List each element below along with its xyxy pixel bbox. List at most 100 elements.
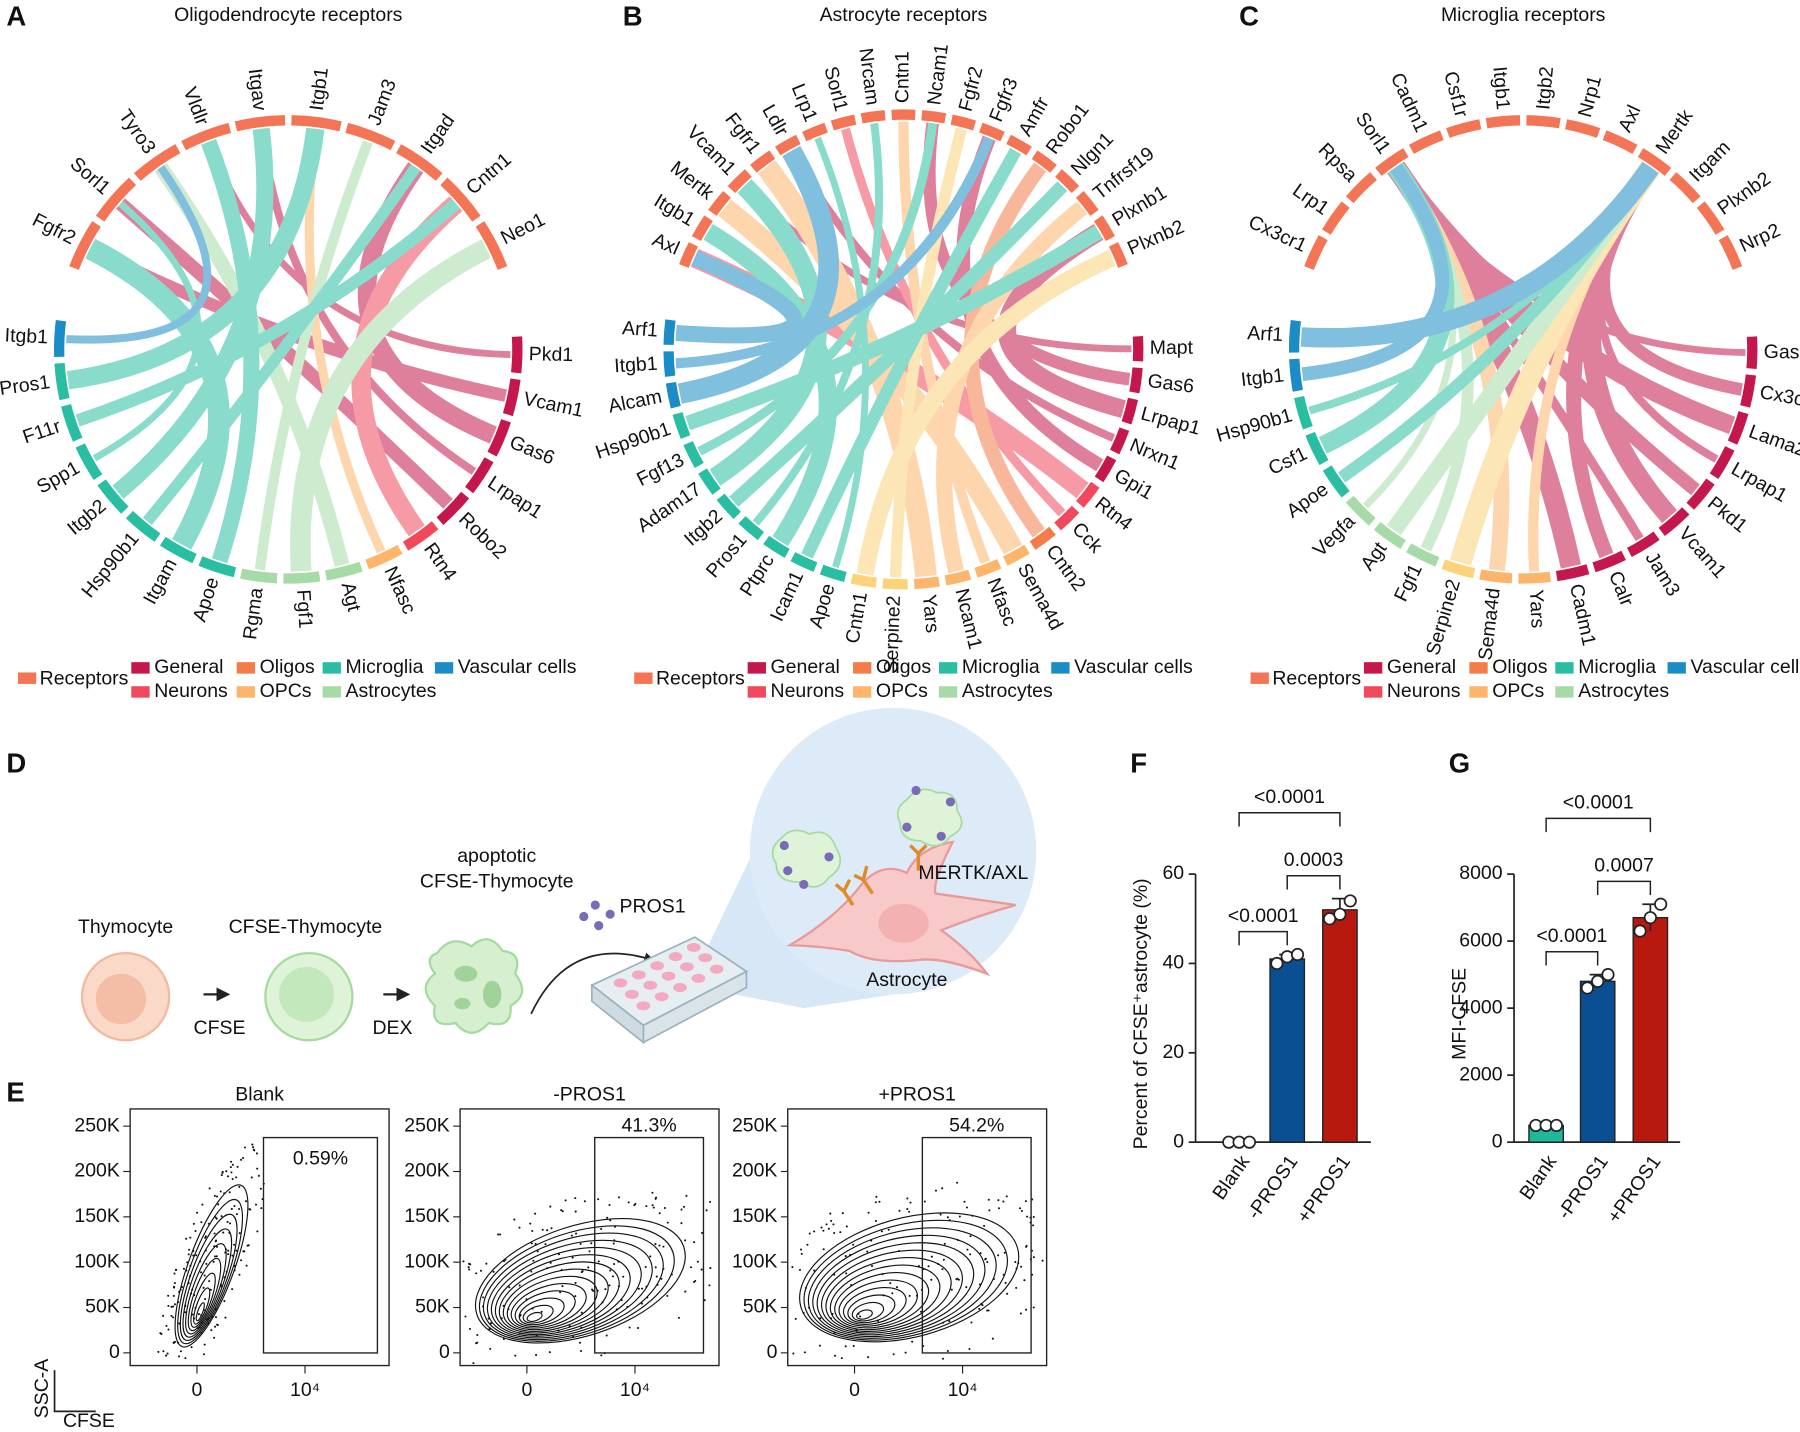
ligand-arc xyxy=(283,571,321,584)
event-dot xyxy=(162,1350,165,1353)
ligand-label: Lrpap1 xyxy=(1727,458,1791,507)
event-dot xyxy=(1023,1279,1026,1282)
contour xyxy=(812,1234,986,1338)
event-dot xyxy=(832,1223,835,1226)
legend-swatch xyxy=(434,662,454,674)
event-dot xyxy=(844,1345,847,1348)
ribbon xyxy=(142,164,421,525)
receptor-arc xyxy=(181,122,232,151)
event-dot xyxy=(604,1288,607,1291)
receptor-label: Mertk xyxy=(1651,105,1697,158)
event-dot xyxy=(571,1256,574,1259)
ligand-label: Serpine2 xyxy=(880,595,905,674)
legend-swatch xyxy=(1051,662,1070,674)
event-dot xyxy=(1025,1308,1028,1311)
legend-label: Receptors xyxy=(1272,667,1361,689)
legend-label: General xyxy=(154,656,223,678)
event-dot xyxy=(833,1354,837,1357)
event-dot xyxy=(233,1243,236,1246)
event-dot xyxy=(608,1203,611,1207)
event-dot xyxy=(965,1206,969,1209)
event-dot xyxy=(1014,1260,1017,1264)
nucleus xyxy=(95,973,147,1025)
significance-bracket xyxy=(1596,880,1652,896)
event-dot xyxy=(887,1228,890,1231)
event-dot xyxy=(222,1231,225,1234)
legend-swatch xyxy=(938,686,958,698)
ribbon xyxy=(752,122,883,526)
legend-label: Astrocytes xyxy=(962,680,1053,702)
ligand-arc xyxy=(850,573,877,588)
event-dot xyxy=(658,1244,661,1247)
event-dot xyxy=(561,1210,564,1213)
receptor-arc xyxy=(1637,148,1672,176)
receptor-arc xyxy=(802,122,828,142)
receptor-label: Amfr xyxy=(1014,93,1054,140)
event-dot xyxy=(906,1197,909,1200)
event-dot xyxy=(628,1326,631,1329)
ligand-label: Pros1 xyxy=(0,371,51,400)
event-dot xyxy=(1004,1281,1007,1284)
event-dot xyxy=(898,1209,901,1212)
p-value: <0.0001 xyxy=(1536,925,1607,947)
event-dot xyxy=(651,1191,654,1194)
event-dot xyxy=(680,1222,683,1225)
panel-letter: B xyxy=(623,1,643,32)
event-dot xyxy=(170,1314,173,1317)
receptor-label: Itgam xyxy=(1685,136,1735,186)
contour xyxy=(803,1219,1009,1341)
ligand-label: Nfasc xyxy=(379,563,420,618)
receptor-arc xyxy=(1304,235,1328,270)
event-dot xyxy=(253,1149,256,1152)
ligand-label: Cx3cl1 xyxy=(1758,381,1800,413)
event-dot xyxy=(546,1229,549,1232)
event-dot xyxy=(472,1362,475,1365)
event-dot xyxy=(157,1350,160,1353)
event-dot xyxy=(560,1209,563,1212)
data-point xyxy=(1601,968,1615,982)
contour xyxy=(825,1257,952,1332)
ligand-label: PROS1 xyxy=(620,895,686,917)
receptor-label: Itgb1 xyxy=(306,66,333,112)
y-axis-label: Percent of CFSE⁺astrocyte (%) xyxy=(1130,878,1152,1149)
event-dot xyxy=(955,1278,958,1281)
event-dot xyxy=(791,1266,794,1269)
ribbon xyxy=(709,179,827,486)
event-dot xyxy=(792,1352,795,1355)
event-dot xyxy=(696,1260,699,1263)
significance-bracket xyxy=(1238,812,1341,827)
event-dot xyxy=(531,1229,534,1233)
event-dot xyxy=(489,1347,492,1350)
legend-swatch xyxy=(853,662,872,674)
ligand-arc xyxy=(1658,507,1690,537)
y-tick-label: 150K xyxy=(732,1205,777,1227)
bar xyxy=(1632,916,1669,1143)
wells xyxy=(613,942,724,1011)
x-tick-label: 0 xyxy=(521,1379,532,1401)
ligand-label: Itgb1 xyxy=(4,324,48,348)
plate-side xyxy=(642,970,748,1044)
event-dot xyxy=(204,1298,207,1301)
ligand-label: Arf1 xyxy=(621,317,658,342)
receptor-arc xyxy=(708,190,731,216)
event-dot xyxy=(909,1201,912,1204)
event-dot xyxy=(233,1205,236,1208)
event-dot xyxy=(1005,1195,1008,1198)
ligand-arc xyxy=(1373,521,1406,549)
contour xyxy=(177,1198,244,1345)
y-tick-label: 40 xyxy=(1162,952,1184,974)
ligand-arc xyxy=(1029,526,1056,550)
plot-frame xyxy=(129,1108,390,1367)
receptor-label: Csf1r xyxy=(1439,69,1472,120)
contour xyxy=(474,1218,686,1344)
event-dot xyxy=(231,1288,234,1291)
event-dot xyxy=(798,1268,802,1271)
ribbon xyxy=(1301,163,1450,382)
event-dot xyxy=(489,1322,492,1325)
event-dot xyxy=(689,1266,693,1269)
ligand-label: Ptprc xyxy=(736,550,779,600)
ligand-label: Arf1 xyxy=(1247,322,1284,346)
event-dot xyxy=(889,1282,892,1285)
contour xyxy=(182,1228,233,1338)
event-dot xyxy=(210,1329,213,1332)
